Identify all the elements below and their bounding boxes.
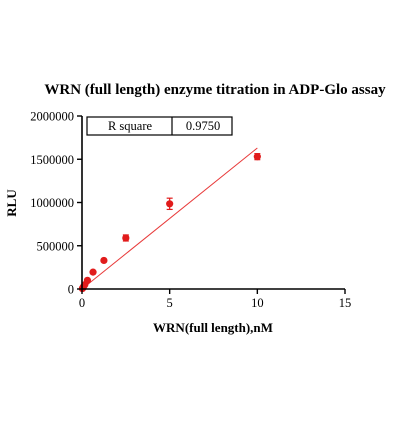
y-tick-label: 2000000 [30, 110, 74, 124]
r-square-label: R square [108, 119, 153, 133]
y-tick-label: 1000000 [30, 196, 74, 210]
r-square-box-outline [86, 116, 233, 136]
y-tick-label: 1500000 [30, 153, 74, 167]
y-tick-label: 500000 [37, 239, 75, 253]
data-point [100, 256, 108, 265]
axes-layer: 0 500000 1000000 1500000 2000000 0 5 10 15 [30, 110, 351, 311]
y-axis-label: RLU [4, 189, 19, 217]
data-point [89, 268, 97, 276]
x-axis-label: WRN(full length),nM [153, 320, 273, 335]
data-point [122, 234, 130, 242]
r-square-value: 0.9750 [186, 119, 220, 133]
x-tick-label: 10 [251, 296, 264, 310]
data-point [83, 276, 92, 284]
data-points-layer [78, 153, 261, 293]
y-tick-label: 0 [68, 283, 74, 297]
fit-line-layer [81, 147, 258, 290]
chart-title: WRN (full length) enzyme titration in AD… [44, 82, 386, 98]
r-square-box: R square 0.9750 [86, 116, 233, 136]
x-tick-label: 0 [79, 296, 85, 310]
data-point [253, 153, 261, 161]
data-point [166, 200, 174, 208]
x-tick-label: 5 [167, 296, 173, 310]
x-tick-label: 15 [339, 296, 352, 310]
linear-fit-line [81, 147, 258, 290]
